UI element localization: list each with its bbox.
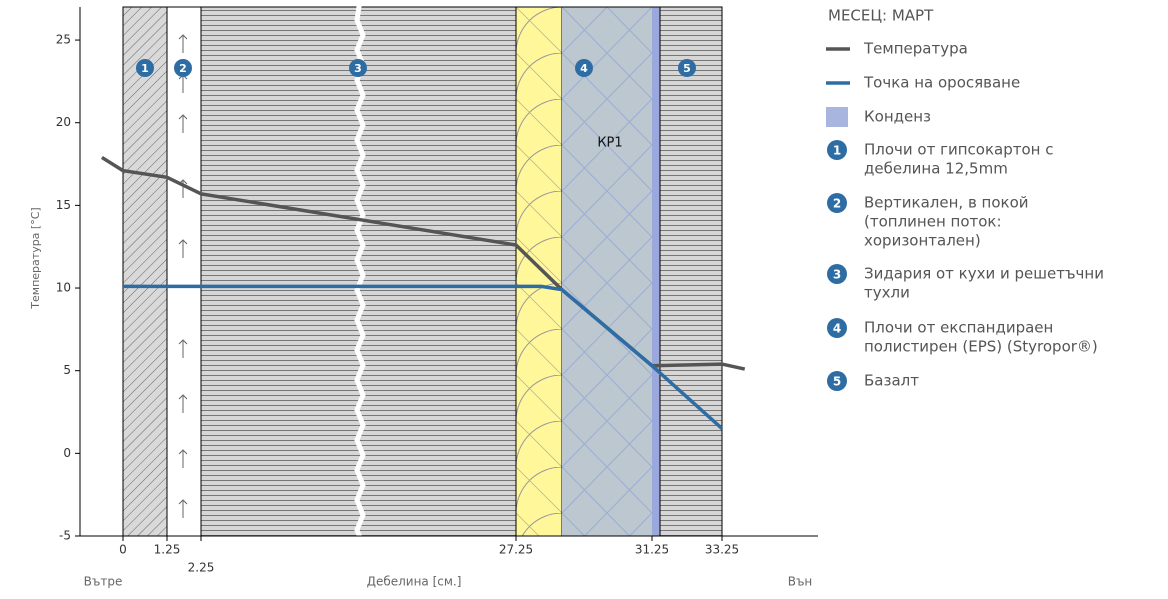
legend-label: Точка на оросяване [863, 74, 1020, 92]
y-tick-label: 0 [63, 446, 71, 460]
layer-badge [575, 59, 593, 77]
legend-label: Базалт [864, 372, 919, 390]
layer-number: 1 [141, 62, 149, 75]
y-tick-label: 20 [56, 115, 71, 129]
x-tick-label: 1.25 [154, 543, 181, 557]
legend-label: тухли [864, 284, 910, 302]
layer-badge [136, 59, 154, 77]
axis-break [354, 0, 366, 582]
y-tick-label: -5 [59, 529, 71, 543]
legend-badge [827, 193, 847, 213]
x-tick-label: 2.25 [188, 561, 215, 575]
legend-badge [827, 371, 847, 391]
wall-layers [122, 0, 723, 582]
legend-badge [827, 264, 847, 284]
layer-badge [174, 59, 192, 77]
legend-title: МЕСЕЦ: МАРТ [828, 7, 934, 25]
layer-5 [659, 6, 723, 537]
air-arrows [178, 34, 188, 518]
y-tick-label: 10 [56, 281, 71, 295]
legend-number: 4 [833, 322, 841, 336]
x-left-label: Вътре [84, 575, 123, 589]
series-line [123, 284, 724, 430]
legend-label: хоризонтален) [864, 232, 981, 250]
legend-label: Плочи от гипсокартон с [864, 141, 1053, 159]
x-axis-title: Дебелина [см.] [367, 575, 462, 589]
legend-number: 3 [833, 268, 841, 282]
y-axis-title: Температура [°C] [29, 207, 42, 309]
legend-swatch [826, 107, 848, 127]
y-tick-label: 25 [56, 33, 71, 47]
layer-4 [515, 6, 563, 537]
layer-number: 5 [683, 62, 691, 75]
legend-label: Плочи от експандираен [864, 319, 1053, 337]
legend-label: полистирен (EPS) (Styropor®) [864, 338, 1098, 356]
legend-label: Конденз [864, 108, 931, 126]
layer-2 [166, 6, 202, 537]
series-line [100, 155, 746, 371]
legend-badge [827, 318, 847, 338]
x-tick-label: 0 [119, 543, 127, 557]
x-tick-label: 33.25 [705, 543, 739, 557]
legend-badge [827, 140, 847, 160]
layer-number: 3 [354, 62, 362, 75]
layer-4-zone [562, 7, 652, 536]
condensation-strip [652, 7, 660, 536]
x-tick-label: 27.25 [499, 543, 533, 557]
x-tick-label: 31.25 [635, 543, 669, 557]
legend-label: Вертикален, в покой [864, 194, 1029, 212]
legend-label: Зидария от кухи и решетъчни [864, 265, 1104, 283]
legend-number: 1 [833, 144, 841, 158]
layer-number: 4 [580, 62, 588, 75]
y-tick-label: 15 [56, 198, 71, 212]
legend-label: Температура [863, 40, 968, 58]
legend-number: 2 [833, 197, 841, 211]
layer-badge [349, 59, 367, 77]
legend-label: дебелина 12,5mm [864, 160, 1008, 178]
layer-1 [122, 6, 168, 537]
legend-number: 5 [833, 375, 841, 389]
y-tick-label: 5 [63, 363, 71, 377]
legend-label: (топлинен поток: [864, 213, 1002, 231]
x-right-label: Вън [788, 575, 813, 589]
layer-badge [678, 59, 696, 77]
layer-number: 2 [179, 62, 187, 75]
annotation: КР1 [597, 136, 622, 151]
